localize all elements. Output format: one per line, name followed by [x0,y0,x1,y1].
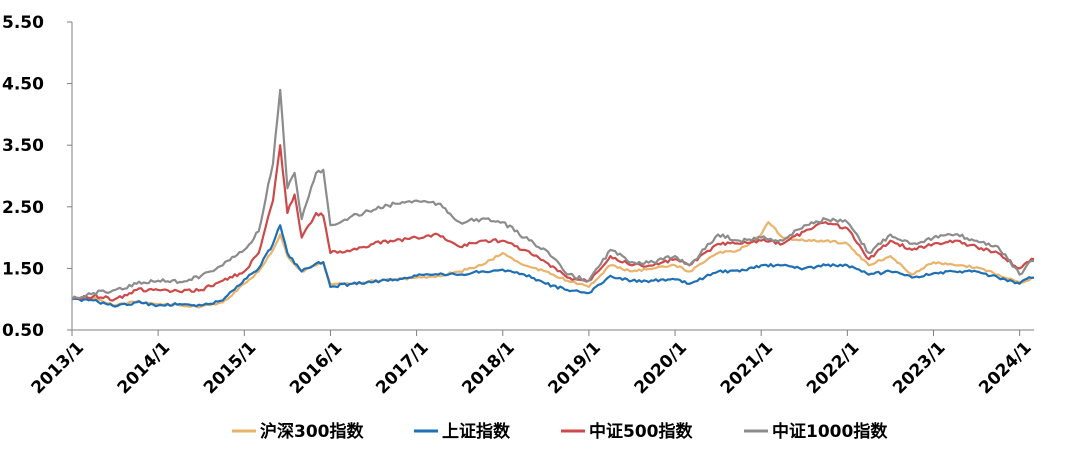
x-tick-label: 2014/1 [114,338,174,398]
y-tick-label: 5.50 [2,13,44,33]
y-tick-label: 1.50 [2,259,44,279]
x-tick-label: 2021/1 [717,338,777,398]
series-line [71,224,1035,308]
series-line [71,88,1035,300]
x-tick-label: 2016/1 [286,338,346,398]
legend-label: 上证指数 [442,421,511,442]
legend: 沪深300指数 上证指数 中证500指数 中证1000指数 [232,421,888,442]
x-tick-label: 2022/1 [803,338,863,398]
y-tick-label: 4.50 [2,75,44,95]
x-tick-label: 2023/1 [889,338,949,398]
series-layer [71,88,1035,309]
x-tick-label: 2020/1 [631,338,691,398]
x-tick-label: 2018/1 [458,338,518,398]
legend-label: 中证500指数 [589,421,693,442]
y-axis: 0.50 1.50 2.50 3.50 4.50 5.50 [2,13,73,341]
y-tick-label: 2.50 [2,198,44,218]
x-axis: 2013/1 2014/1 2015/1 2016/1 2017/1 2018/1 2019… [28,329,1036,398]
series-line [71,221,1035,309]
legend-label: 沪深300指数 [260,421,364,442]
series-line [71,144,1035,302]
x-tick-label: 2017/1 [372,338,432,398]
x-tick-label: 2024/1 [975,338,1035,398]
x-tick-label: 2013/1 [28,338,88,398]
x-tick-label: 2019/1 [545,338,605,398]
x-tick-label: 2015/1 [200,338,260,398]
y-tick-label: 0.50 [2,321,44,341]
legend-label: 中证1000指数 [772,421,888,442]
y-tick-label: 3.50 [2,136,44,156]
